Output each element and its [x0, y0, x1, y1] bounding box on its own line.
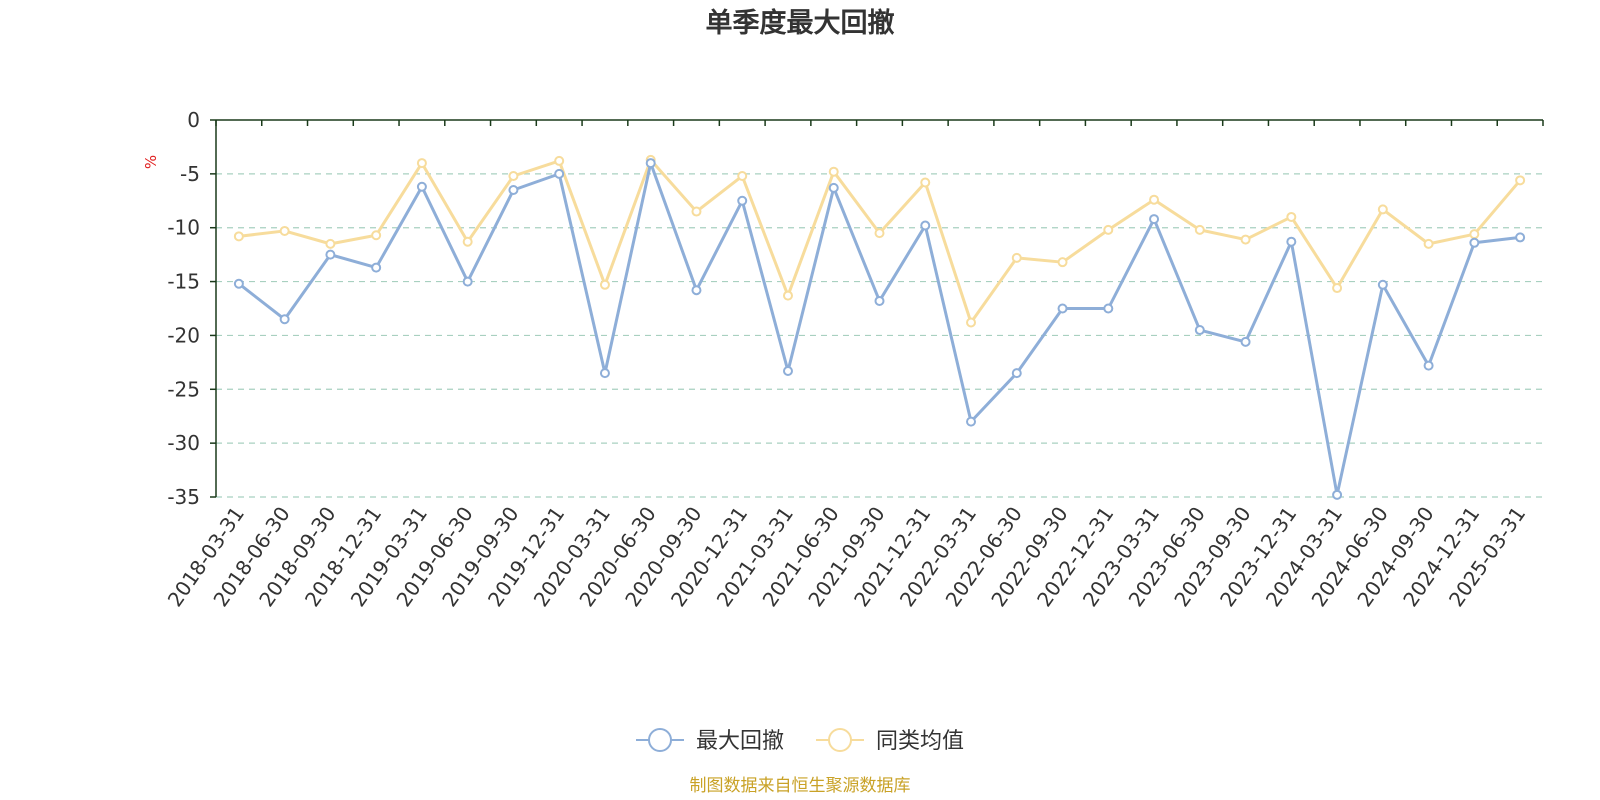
data-point — [1515, 232, 1526, 243]
data-point — [920, 220, 931, 231]
data-point — [554, 155, 565, 166]
data-point — [1011, 368, 1022, 379]
data-point — [1057, 303, 1068, 314]
source-note: 制图数据来自恒生聚源数据库 — [690, 776, 911, 796]
data-point — [599, 279, 610, 290]
y-tick-label: -10 — [167, 216, 200, 240]
data-point — [874, 295, 885, 306]
chart-title: 单季度最大回撤 — [706, 7, 895, 39]
data-point — [1515, 175, 1526, 186]
legend-item-0[interactable]: 最大回撤 — [636, 728, 784, 754]
data-point — [1103, 224, 1114, 235]
data-point — [371, 262, 382, 273]
series-0 — [233, 158, 1526, 500]
data-point — [691, 285, 702, 296]
data-point — [371, 230, 382, 241]
y-tick-label: -35 — [167, 485, 200, 509]
data-point — [966, 317, 977, 328]
data-point — [325, 249, 336, 260]
y-tick-label: -25 — [167, 377, 200, 401]
data-point — [782, 290, 793, 301]
series-lines — [233, 154, 1526, 500]
data-point — [1011, 252, 1022, 263]
data-point — [462, 276, 473, 287]
data-point — [1286, 236, 1297, 247]
data-point — [1103, 303, 1114, 314]
data-point — [782, 365, 793, 376]
data-point — [1194, 224, 1205, 235]
y-tick-label: -20 — [167, 323, 200, 347]
data-point — [462, 236, 473, 247]
data-point — [1469, 237, 1480, 248]
data-point — [691, 206, 702, 217]
data-point — [1469, 229, 1480, 240]
data-point — [1194, 325, 1205, 336]
data-point — [599, 368, 610, 379]
legend-label: 同类均值 — [876, 729, 964, 754]
legend-marker — [828, 728, 852, 752]
data-point — [416, 158, 427, 169]
data-point — [1377, 204, 1388, 215]
y-tick-labels: 0 -5 -10 -15 -20 -25 -30 -35 — [167, 108, 200, 509]
y-axis-unit: % — [142, 155, 160, 169]
data-point — [233, 231, 244, 242]
data-point — [1332, 489, 1343, 500]
axes — [210, 119, 1544, 498]
legend-label: 最大回撤 — [696, 729, 784, 754]
data-point — [1423, 360, 1434, 371]
data-point — [1057, 257, 1068, 268]
data-point — [1240, 234, 1251, 245]
x-tick-labels: 2018-03-312018-06-302018-09-302018-12-31… — [163, 502, 1531, 611]
y-tick-label: -15 — [167, 270, 200, 294]
legend[interactable]: 最大回撤 同类均值 — [636, 728, 964, 754]
series-line — [237, 161, 1521, 497]
data-point — [1240, 336, 1251, 347]
y-tick-label: 0 — [187, 108, 200, 132]
data-point — [828, 166, 839, 177]
data-point — [279, 225, 290, 236]
legend-marker — [648, 728, 672, 752]
data-point — [828, 182, 839, 193]
data-point — [737, 195, 748, 206]
data-point — [508, 171, 519, 182]
data-point — [279, 314, 290, 325]
data-point — [1149, 214, 1160, 225]
data-point — [874, 228, 885, 239]
data-point — [508, 185, 519, 196]
data-point — [233, 278, 244, 289]
data-point — [737, 171, 748, 182]
data-point — [1332, 283, 1343, 294]
y-tick-label: -30 — [167, 431, 200, 455]
data-point — [416, 181, 427, 192]
data-point — [1423, 238, 1434, 249]
data-point — [920, 177, 931, 188]
series-1 — [233, 154, 1526, 328]
data-point — [325, 238, 336, 249]
legend-item-1[interactable]: 同类均值 — [816, 728, 964, 754]
data-point — [1377, 279, 1388, 290]
grid-lines — [216, 173, 1543, 498]
data-point — [1149, 194, 1160, 205]
data-point — [554, 168, 565, 179]
data-point — [966, 416, 977, 427]
data-point — [645, 158, 656, 169]
data-point — [1286, 211, 1297, 222]
y-tick-label: -5 — [180, 162, 200, 186]
